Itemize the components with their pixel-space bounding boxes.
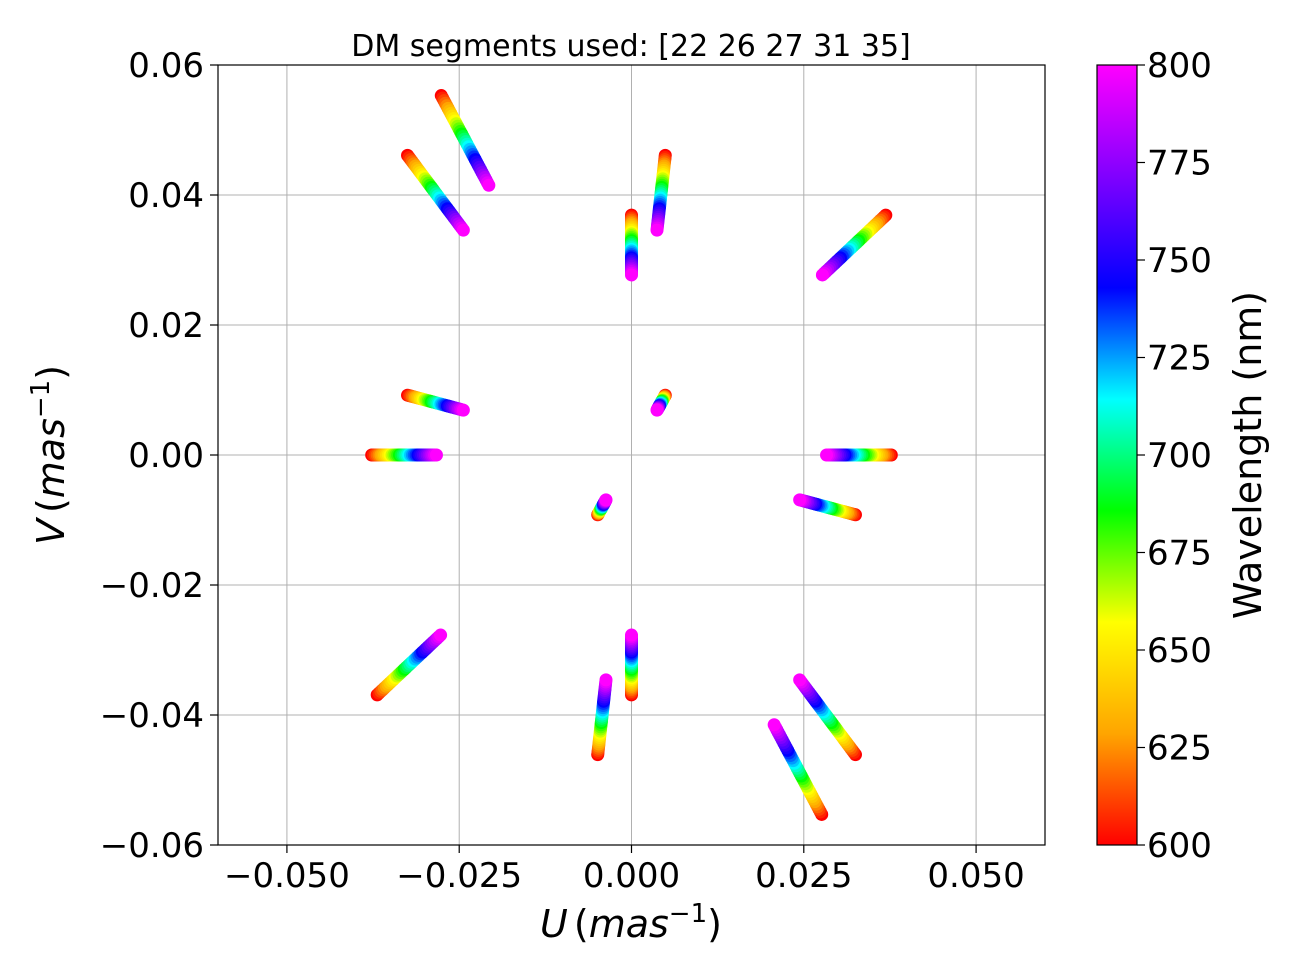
data-point [625, 268, 638, 282]
colorbar-tick-label: 625 [1147, 729, 1212, 769]
x-tick-label: −0.050 [224, 856, 350, 896]
x-tick-label: −0.025 [396, 856, 522, 896]
data-point [793, 673, 807, 687]
data-point [625, 628, 638, 642]
colorbar: 600 625 650 675 700 725 750 775 800 Wavelength (… [1096, 46, 1270, 866]
colorbar-tick-label: 750 [1147, 241, 1212, 281]
colorbar-tick-label: 650 [1147, 631, 1212, 671]
y-tick-label: 0.02 [128, 306, 204, 346]
y-tick-label: −0.04 [100, 696, 204, 736]
baseline-track [767, 718, 829, 821]
x-tick-label: 0.050 [927, 856, 1024, 896]
baseline-track [793, 673, 862, 762]
baseline-track [591, 673, 613, 762]
x-axis-ticks: −0.050 −0.025 0.000 0.025 0.050 [224, 845, 1025, 896]
data-point [456, 403, 470, 417]
baseline-track [625, 628, 638, 702]
colorbar-tick-label: 600 [1147, 826, 1212, 866]
baseline-track [401, 388, 470, 417]
data-point [482, 178, 496, 192]
data-point [650, 403, 664, 417]
y-tick-label: −0.02 [100, 566, 204, 606]
baseline-track [815, 208, 893, 282]
x-axis-label: U (mas−1) [540, 899, 722, 946]
data-point [434, 628, 448, 642]
data-point [767, 718, 781, 732]
data-point [599, 493, 613, 507]
y-tick-label: 0.06 [128, 46, 204, 86]
colorbar-label: Wavelength (nm) [1226, 291, 1270, 619]
baseline-track [434, 89, 496, 192]
y-tick-label: 0.04 [128, 176, 204, 216]
colorbar-ticks: 600 625 650 675 700 725 750 775 800 [1137, 46, 1212, 866]
x-tick-label: 0.025 [755, 856, 852, 896]
data-point [599, 673, 613, 687]
y-axis-label: V(mas−1) [26, 365, 73, 545]
colorbar-tick-label: 700 [1147, 436, 1212, 476]
data-point [820, 448, 834, 462]
colorbar-tick-label: 725 [1147, 339, 1212, 379]
data-points [365, 89, 898, 821]
y-tick-label: 0.00 [128, 436, 204, 476]
y-tick-label: −0.06 [100, 826, 204, 866]
data-point [815, 268, 829, 282]
data-point [429, 448, 443, 462]
x-tick-label: 0.000 [583, 856, 680, 896]
baseline-track [625, 208, 638, 282]
y-axis-ticks: −0.06 −0.04 −0.02 0.00 0.02 0.04 0.06 [100, 46, 218, 866]
grid-lines [218, 64, 1045, 846]
colorbar-tick-label: 775 [1147, 144, 1212, 184]
chart-title: DM segments used: [22 26 27 31 35] [351, 29, 910, 64]
baseline-track [591, 493, 613, 522]
colorbar-bar [1096, 64, 1138, 846]
baseline-track [793, 493, 862, 522]
colorbar-tick-label: 800 [1147, 46, 1212, 86]
data-point [650, 223, 664, 237]
baseline-track [650, 388, 672, 417]
baseline-track [650, 148, 672, 237]
baseline-track [365, 448, 443, 462]
colorbar-tick-label: 675 [1147, 534, 1212, 574]
data-point [456, 223, 470, 237]
data-point [793, 493, 807, 507]
baseline-track [401, 148, 470, 237]
baseline-track [820, 448, 898, 462]
baseline-track [370, 628, 448, 702]
